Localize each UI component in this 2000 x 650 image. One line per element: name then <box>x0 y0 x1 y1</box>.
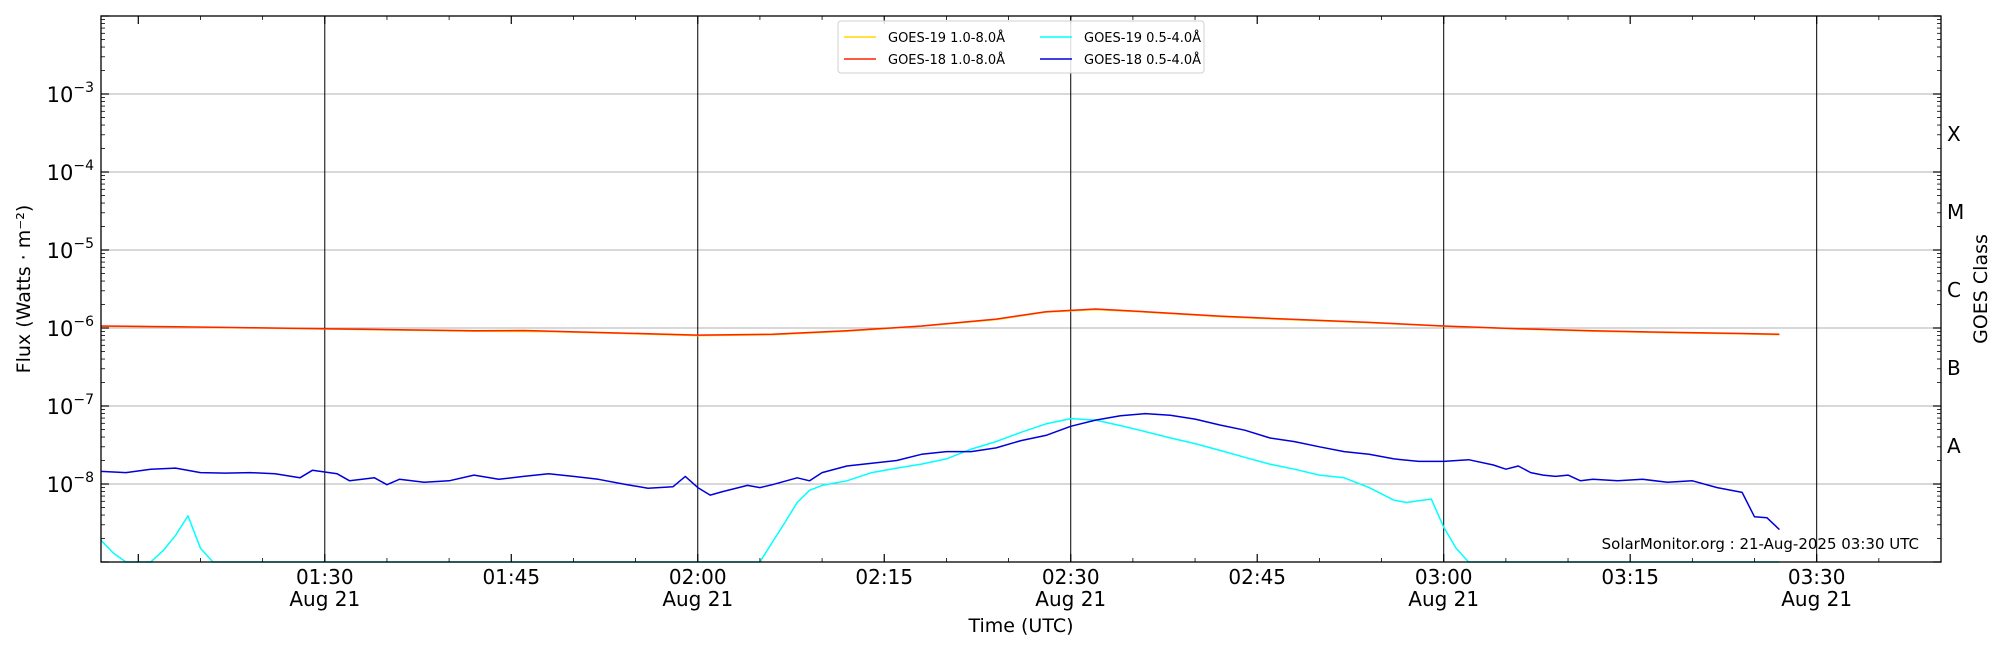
series-line-goes-18-1-0-8-0- <box>100 308 1780 336</box>
goes-class-label: X <box>1947 122 1961 146</box>
legend-entry-label: GOES-18 1.0-8.0Å <box>888 52 1005 68</box>
series-line-goes-18-0-5-4-0- <box>100 412 1780 531</box>
plot-frame <box>100 15 1942 563</box>
goes-class-axis-label: GOES Class <box>1970 234 1992 344</box>
legend-box <box>837 20 1205 74</box>
x-tick-label: 01:45 <box>482 565 540 589</box>
time-reference-lines <box>324 16 1818 562</box>
grid-lines <box>101 93 1941 485</box>
x-tick-label: 02:15 <box>855 565 913 589</box>
x-tick-label: 02:00 <box>669 565 727 589</box>
goes-class-label: A <box>1947 434 1961 458</box>
legend-entry-label: GOES-19 0.5-4.0Å <box>1084 30 1201 46</box>
series-lines <box>100 308 1780 563</box>
axis-ticks <box>101 15 1942 563</box>
legend-entry-label: GOES-18 0.5-4.0Å <box>1084 52 1201 68</box>
x-tick-date-label: Aug 21 <box>662 587 733 611</box>
y-tick-label: 10−5 <box>47 236 94 263</box>
solarmonitor-annotation: SolarMonitor.org : 21-Aug-2025 03:30 UTC <box>1602 535 1919 553</box>
x-tick-label: 01:30 <box>296 565 354 589</box>
x-tick-date-label: Aug 21 <box>1408 587 1479 611</box>
y-tick-label: 10−8 <box>47 470 94 497</box>
x-tick-date-label: Aug 21 <box>1781 587 1852 611</box>
y-tick-label: 10−3 <box>47 80 94 107</box>
y-tick-label: 10−4 <box>47 158 94 185</box>
y-axis-label: Flux (Watts · m⁻²) <box>13 205 35 374</box>
x-tick-date-label: Aug 21 <box>1035 587 1106 611</box>
x-tick-label: 03:30 <box>1788 565 1846 589</box>
x-tick-label: 03:15 <box>1601 565 1659 589</box>
series-line-goes-19-0-5-4-0- <box>100 417 1780 563</box>
goes-class-label: B <box>1947 356 1961 380</box>
x-tick-label: 02:30 <box>1042 565 1100 589</box>
legend: GOES-19 1.0-8.0Å GOES-18 1.0-8.0Å GOES-19 … <box>837 20 1205 74</box>
legend-entry-label: GOES-19 1.0-8.0Å <box>888 30 1005 46</box>
x-axis-label: Time (UTC) <box>967 615 1073 637</box>
x-tick-label: 02:45 <box>1228 565 1286 589</box>
goes-class-label: C <box>1947 278 1961 302</box>
y-tick-label: 10−7 <box>47 392 94 419</box>
y-tick-label: 10−6 <box>47 314 94 341</box>
goes-class-label: M <box>1947 200 1964 224</box>
x-tick-date-label: Aug 21 <box>289 587 360 611</box>
x-tick-label: 03:00 <box>1415 565 1473 589</box>
